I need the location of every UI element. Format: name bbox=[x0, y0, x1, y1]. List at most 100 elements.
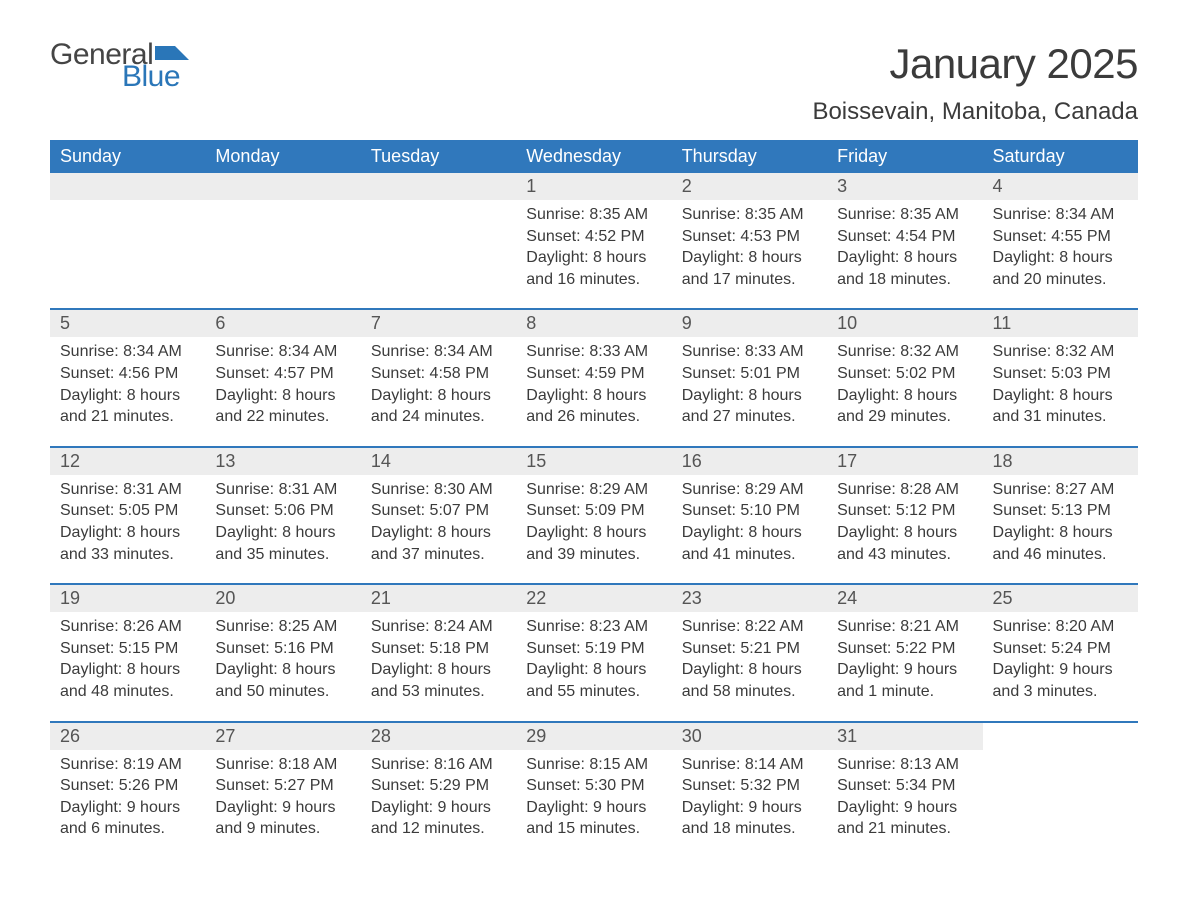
sunrise-line: Sunrise: 8:13 AM bbox=[837, 754, 972, 776]
sunset-line: Sunset: 5:01 PM bbox=[682, 363, 817, 385]
daylight-line: Daylight: 8 hours and 27 minutes. bbox=[682, 385, 817, 428]
sunset-line: Sunset: 5:12 PM bbox=[837, 500, 972, 522]
daylight-line: Daylight: 8 hours and 37 minutes. bbox=[371, 522, 506, 565]
sunset-line: Sunset: 4:58 PM bbox=[371, 363, 506, 385]
daylight-line: Daylight: 8 hours and 46 minutes. bbox=[993, 522, 1128, 565]
sunrise-line: Sunrise: 8:26 AM bbox=[60, 616, 195, 638]
day-number-cell: 27 bbox=[205, 722, 360, 750]
sunset-line: Sunset: 5:15 PM bbox=[60, 638, 195, 660]
week-content-row: Sunrise: 8:26 AMSunset: 5:15 PM Daylight:… bbox=[50, 612, 1138, 721]
day-number-cell: 11 bbox=[983, 309, 1138, 337]
daylight-line: Daylight: 8 hours and 24 minutes. bbox=[371, 385, 506, 428]
daylight-line: Daylight: 8 hours and 33 minutes. bbox=[60, 522, 195, 565]
day-number-cell bbox=[983, 722, 1138, 750]
day-content-cell: Sunrise: 8:24 AMSunset: 5:18 PMDaylight:… bbox=[361, 612, 516, 721]
day-content-cell: Sunrise: 8:20 AMSunset: 5:24 PMDaylight:… bbox=[983, 612, 1138, 721]
day-content-cell: Sunrise: 8:34 AMSunset: 4:58 PMDaylight:… bbox=[361, 337, 516, 446]
sunset-line: Sunset: 5:16 PM bbox=[215, 638, 350, 660]
week-content-row: Sunrise: 8:31 AMSunset: 5:05 PMDaylight:… bbox=[50, 475, 1138, 584]
sunset-line: Sunset: 5:05 PM bbox=[60, 500, 195, 522]
day-header: Thursday bbox=[672, 140, 827, 173]
day-content-cell: Sunrise: 8:25 AMSunset: 5:16 PMDaylight:… bbox=[205, 612, 360, 721]
week-number-row: 567891011 bbox=[50, 309, 1138, 337]
daylight-line: Daylight: 9 hours and 12 minutes. bbox=[371, 797, 506, 840]
week-number-row: 262728293031 bbox=[50, 722, 1138, 750]
week-content-row: Sunrise: 8:35 AMSunset: 4:52 PMDaylight:… bbox=[50, 200, 1138, 309]
logo: General Blue bbox=[50, 40, 189, 92]
sunset-line: Sunset: 5:30 PM bbox=[526, 775, 661, 797]
sunrise-line: Sunrise: 8:32 AM bbox=[837, 341, 972, 363]
day-content-cell: Sunrise: 8:14 AMSunset: 5:32 PMDaylight:… bbox=[672, 750, 827, 858]
day-content-cell: Sunrise: 8:13 AMSunset: 5:34 PMDaylight:… bbox=[827, 750, 982, 858]
sunrise-line: Sunrise: 8:34 AM bbox=[371, 341, 506, 363]
sunrise-line: Sunrise: 8:34 AM bbox=[993, 204, 1128, 226]
day-number-cell: 26 bbox=[50, 722, 205, 750]
daylight-line: Daylight: 8 hours and 22 minutes. bbox=[215, 385, 350, 428]
day-content-cell: Sunrise: 8:30 AMSunset: 5:07 PMDaylight:… bbox=[361, 475, 516, 584]
day-number-cell: 6 bbox=[205, 309, 360, 337]
day-header: Wednesday bbox=[516, 140, 671, 173]
day-number-cell: 22 bbox=[516, 584, 671, 612]
day-content-cell: Sunrise: 8:35 AMSunset: 4:54 PMDaylight:… bbox=[827, 200, 982, 309]
day-number-cell: 16 bbox=[672, 447, 827, 475]
daylight-line: Daylight: 8 hours and 21 minutes. bbox=[60, 385, 195, 428]
day-header: Sunday bbox=[50, 140, 205, 173]
day-number-cell: 29 bbox=[516, 722, 671, 750]
sunrise-line: Sunrise: 8:19 AM bbox=[60, 754, 195, 776]
sunset-line: Sunset: 5:18 PM bbox=[371, 638, 506, 660]
daylight-line: Daylight: 9 hours and 21 minutes. bbox=[837, 797, 972, 840]
day-number-cell: 8 bbox=[516, 309, 671, 337]
sunset-line: Sunset: 5:02 PM bbox=[837, 363, 972, 385]
daylight-line: Daylight: 9 hours and 3 minutes. bbox=[993, 659, 1128, 702]
daylight-line: Daylight: 8 hours and 41 minutes. bbox=[682, 522, 817, 565]
day-number-cell: 19 bbox=[50, 584, 205, 612]
sunrise-line: Sunrise: 8:18 AM bbox=[215, 754, 350, 776]
day-content-cell: Sunrise: 8:34 AMSunset: 4:55 PMDaylight:… bbox=[983, 200, 1138, 309]
daylight-line: Daylight: 8 hours and 17 minutes. bbox=[682, 247, 817, 290]
page-title: January 2025 bbox=[812, 40, 1138, 88]
sunrise-line: Sunrise: 8:35 AM bbox=[837, 204, 972, 226]
day-content-cell: Sunrise: 8:31 AMSunset: 5:05 PMDaylight:… bbox=[50, 475, 205, 584]
day-number-cell: 18 bbox=[983, 447, 1138, 475]
sunrise-line: Sunrise: 8:35 AM bbox=[526, 204, 661, 226]
daylight-line: Daylight: 8 hours and 16 minutes. bbox=[526, 247, 661, 290]
sunrise-line: Sunrise: 8:35 AM bbox=[682, 204, 817, 226]
day-number-cell bbox=[361, 173, 516, 200]
daylight-line: Daylight: 9 hours and 9 minutes. bbox=[215, 797, 350, 840]
daylight-line: Daylight: 8 hours and 20 minutes. bbox=[993, 247, 1128, 290]
sunrise-line: Sunrise: 8:14 AM bbox=[682, 754, 817, 776]
sunset-line: Sunset: 5:13 PM bbox=[993, 500, 1128, 522]
week-number-row: 1234 bbox=[50, 173, 1138, 200]
sunrise-line: Sunrise: 8:32 AM bbox=[993, 341, 1128, 363]
sunset-line: Sunset: 5:21 PM bbox=[682, 638, 817, 660]
sunset-line: Sunset: 5:29 PM bbox=[371, 775, 506, 797]
week-content-row: Sunrise: 8:19 AMSunset: 5:26 PMDaylight:… bbox=[50, 750, 1138, 858]
day-content-cell: Sunrise: 8:33 AMSunset: 5:01 PMDaylight:… bbox=[672, 337, 827, 446]
day-header-row: SundayMondayTuesdayWednesdayThursdayFrid… bbox=[50, 140, 1138, 173]
day-content-cell: Sunrise: 8:31 AMSunset: 5:06 PMDaylight:… bbox=[205, 475, 360, 584]
sunrise-line: Sunrise: 8:21 AM bbox=[837, 616, 972, 638]
daylight-line: Daylight: 8 hours and 58 minutes. bbox=[682, 659, 817, 702]
day-content-cell: Sunrise: 8:21 AMSunset: 5:22 PMDaylight:… bbox=[827, 612, 982, 721]
day-number-cell: 25 bbox=[983, 584, 1138, 612]
sunset-line: Sunset: 5:24 PM bbox=[993, 638, 1128, 660]
day-content-cell: Sunrise: 8:19 AMSunset: 5:26 PMDaylight:… bbox=[50, 750, 205, 858]
daylight-line: Daylight: 8 hours and 29 minutes. bbox=[837, 385, 972, 428]
day-header: Tuesday bbox=[361, 140, 516, 173]
week-number-row: 19202122232425 bbox=[50, 584, 1138, 612]
day-content-cell: Sunrise: 8:35 AMSunset: 4:53 PMDaylight:… bbox=[672, 200, 827, 309]
daylight-line: Daylight: 8 hours and 31 minutes. bbox=[993, 385, 1128, 428]
sunset-line: Sunset: 5:22 PM bbox=[837, 638, 972, 660]
day-number-cell: 28 bbox=[361, 722, 516, 750]
sunset-line: Sunset: 5:06 PM bbox=[215, 500, 350, 522]
sunrise-line: Sunrise: 8:27 AM bbox=[993, 479, 1128, 501]
sunset-line: Sunset: 5:07 PM bbox=[371, 500, 506, 522]
sunrise-line: Sunrise: 8:34 AM bbox=[60, 341, 195, 363]
header: General Blue January 2025 Boissevain, Ma… bbox=[50, 40, 1138, 126]
day-number-cell: 1 bbox=[516, 173, 671, 200]
day-number-cell: 21 bbox=[361, 584, 516, 612]
daylight-line: Daylight: 9 hours and 1 minute. bbox=[837, 659, 972, 702]
sunset-line: Sunset: 4:55 PM bbox=[993, 226, 1128, 248]
daylight-line: Daylight: 9 hours and 15 minutes. bbox=[526, 797, 661, 840]
day-content-cell: Sunrise: 8:33 AMSunset: 4:59 PMDaylight:… bbox=[516, 337, 671, 446]
